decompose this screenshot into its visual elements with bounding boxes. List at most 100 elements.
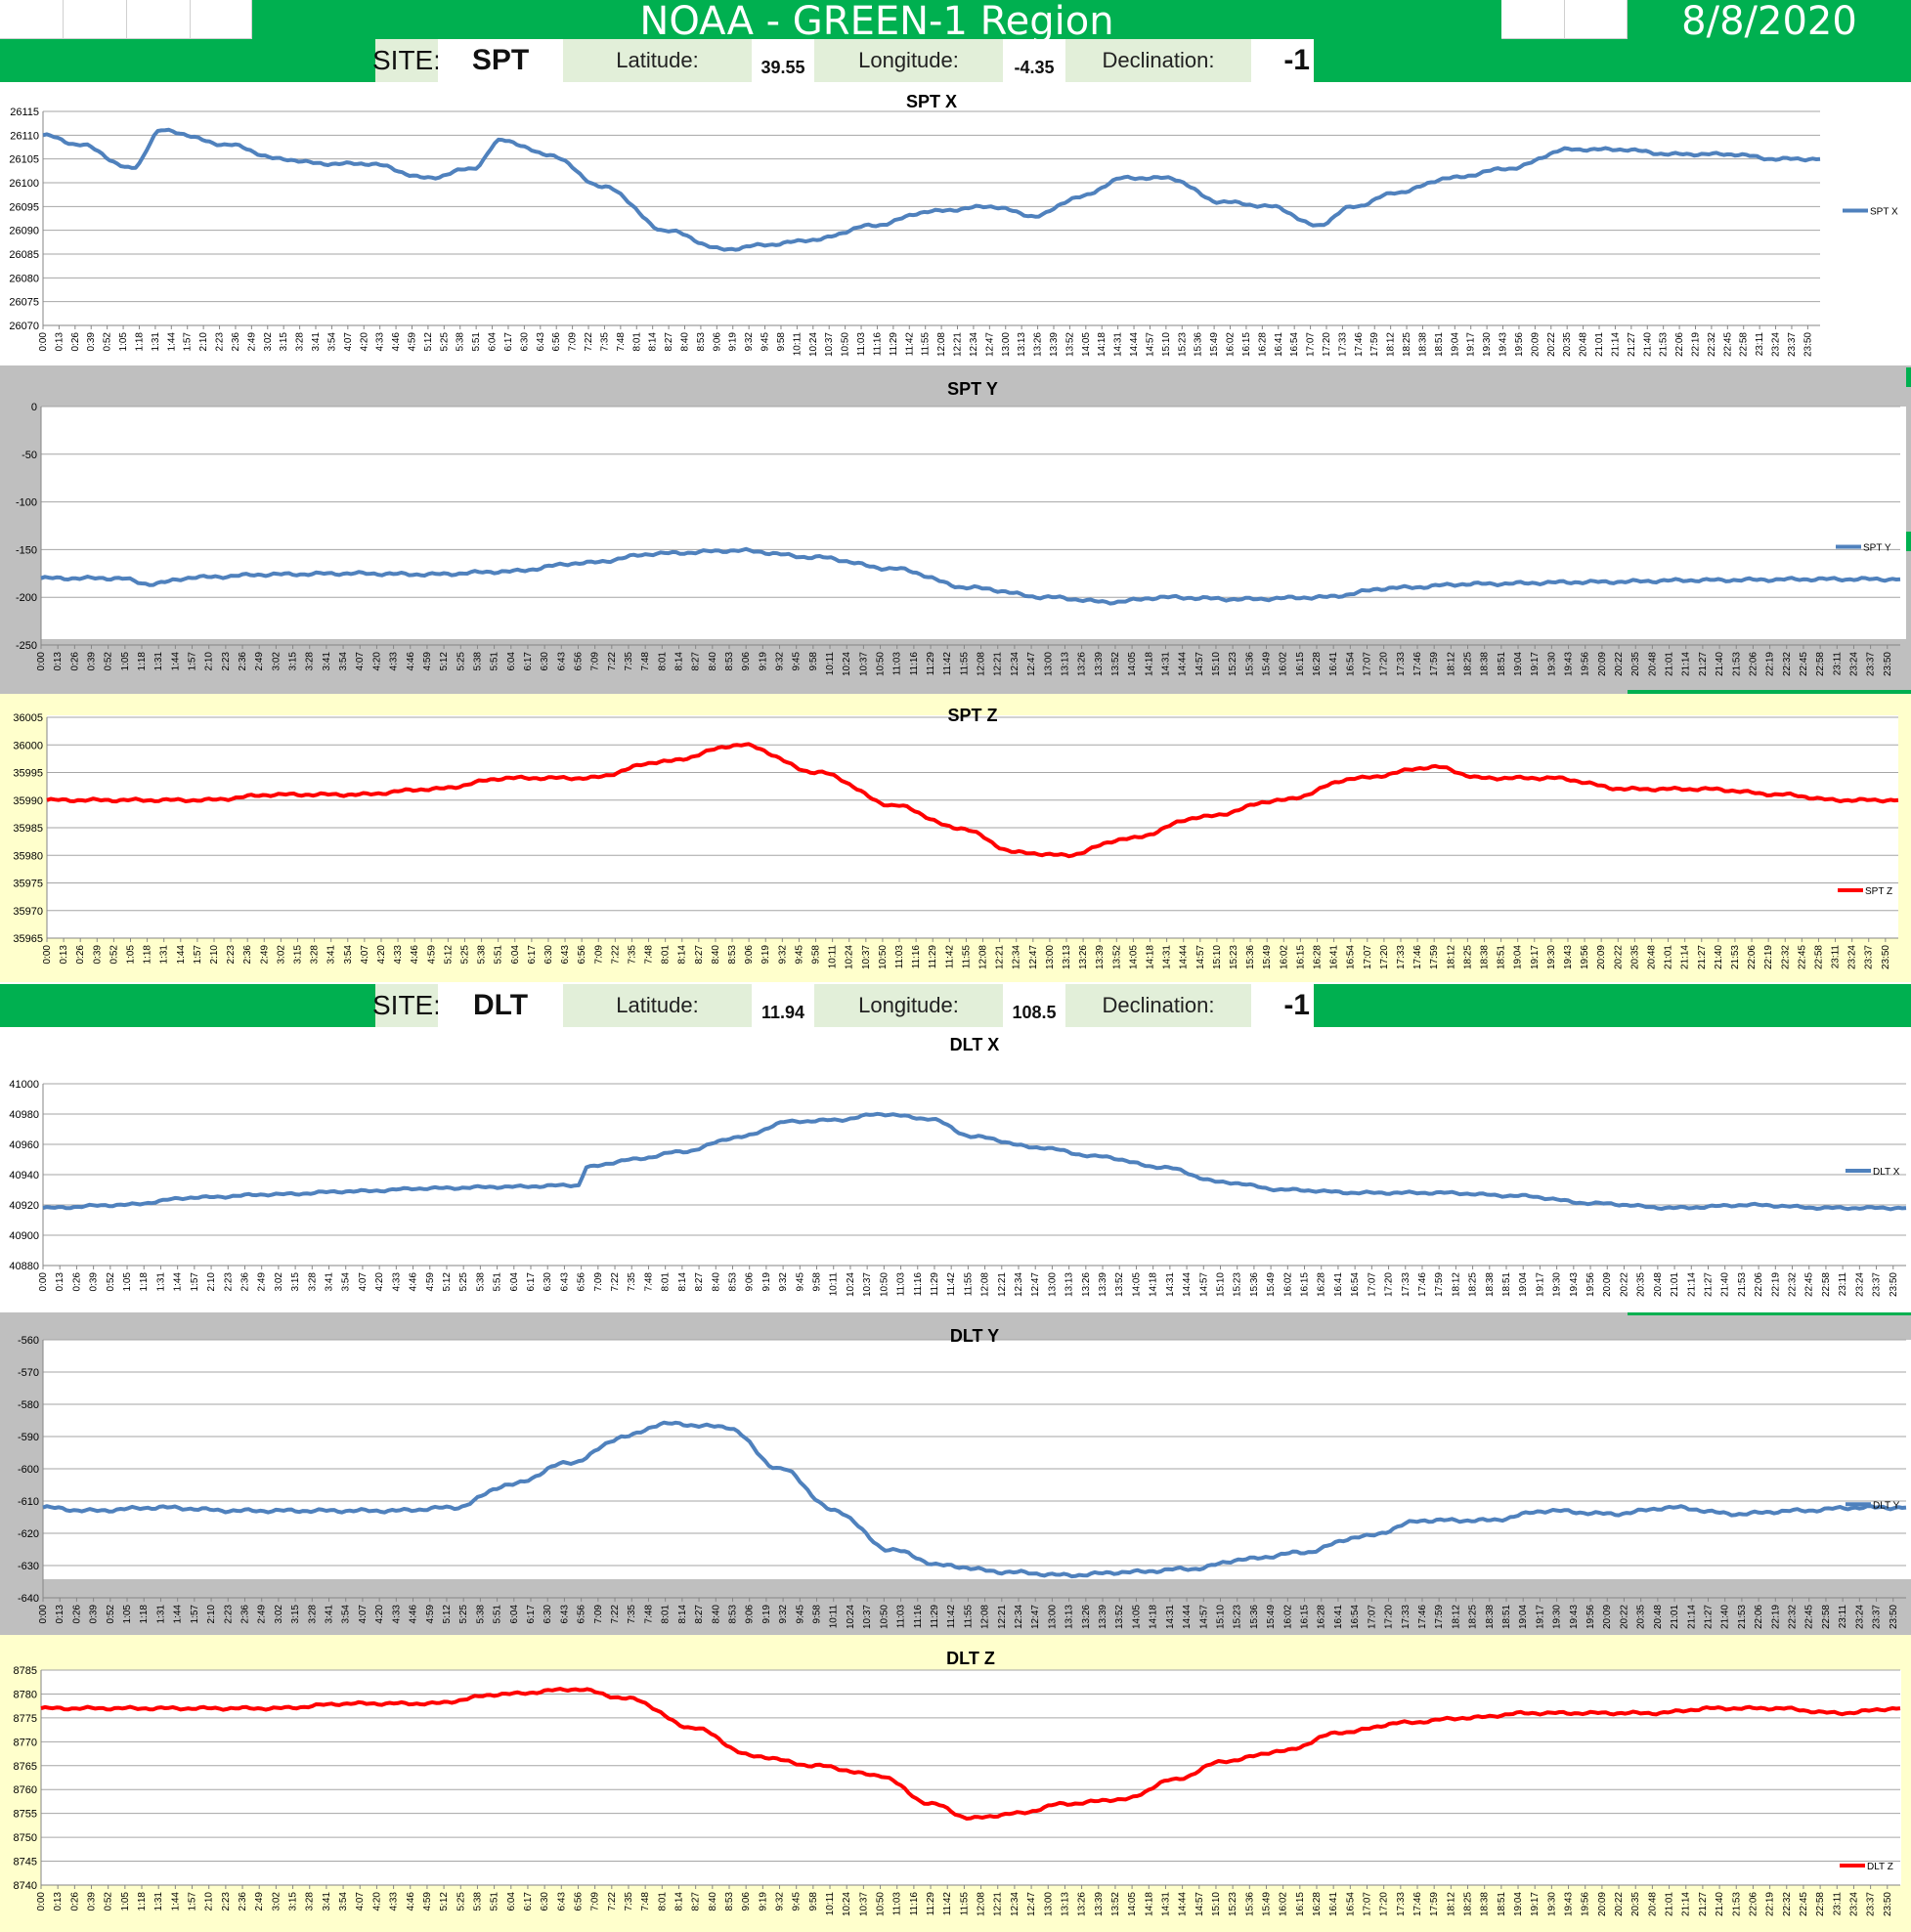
x-tick-label: 15:36 — [1194, 332, 1204, 357]
x-tick-label: 22:06 — [1747, 945, 1758, 969]
x-tick-label: 17:59 — [1429, 1892, 1440, 1916]
x-tick-label: 23:50 — [1881, 945, 1891, 969]
x-tick-label: 9:19 — [760, 945, 771, 965]
x-tick-label: 7:48 — [640, 652, 651, 671]
x-tick-label: 13:52 — [1114, 1605, 1125, 1629]
x-tick-label: 23:24 — [1771, 332, 1782, 357]
x-tick-label: 13:39 — [1095, 945, 1106, 969]
x-tick-label: 2:10 — [204, 1892, 215, 1911]
x-tick-label: 2:23 — [215, 332, 226, 352]
x-tick-label: 8:27 — [694, 1272, 705, 1292]
x-tick-label: 13:26 — [1081, 1605, 1092, 1629]
x-tick-label: 1:31 — [155, 1605, 166, 1624]
x-tick-label: 9:45 — [760, 332, 771, 352]
x-tick-label: 10:24 — [842, 1892, 852, 1916]
chart-title: SPT X — [906, 92, 957, 111]
x-tick-label: 19:30 — [1482, 332, 1493, 357]
x-tick-label: 10:50 — [879, 1605, 890, 1629]
x-tick-label: 4:46 — [406, 1892, 416, 1911]
x-tick-label: 16:28 — [1312, 945, 1323, 969]
x-tick-label: 7:22 — [610, 1605, 621, 1624]
x-tick-label: 23:37 — [1866, 652, 1877, 676]
x-tick-label: 6:56 — [577, 945, 587, 965]
x-tick-label: 17:46 — [1412, 945, 1423, 969]
x-tick-label: 3:28 — [307, 1605, 318, 1624]
x-tick-label: 9:32 — [744, 332, 755, 352]
x-tick-label: 8:01 — [657, 1892, 668, 1911]
x-tick-label: 8:27 — [664, 332, 674, 352]
y-tick-label: -610 — [18, 1496, 39, 1508]
x-tick-label: 5:38 — [456, 332, 466, 352]
x-tick-label: 21:53 — [1737, 1605, 1748, 1629]
x-tick-label: 17:46 — [1412, 652, 1423, 676]
x-tick-label: 3:02 — [271, 1892, 282, 1911]
y-tick-label: 8785 — [14, 1665, 37, 1677]
x-tick-label: 7:35 — [599, 332, 610, 352]
x-tick-label: 22:06 — [1748, 1892, 1759, 1916]
x-tick-label: 12:34 — [1014, 1605, 1024, 1629]
x-tick-label: 12:08 — [977, 1892, 987, 1916]
x-tick-label: 22:45 — [1804, 1605, 1815, 1629]
x-tick-label: 12:47 — [984, 332, 995, 357]
x-tick-label: 4:07 — [360, 945, 370, 965]
x-tick-label: 5:38 — [472, 652, 483, 671]
x-tick-label: 0:52 — [106, 1272, 116, 1292]
x-tick-label: 0:13 — [55, 1605, 65, 1624]
x-tick-label: 3:02 — [274, 1272, 284, 1292]
x-tick-label: 10:50 — [876, 1892, 887, 1916]
y-tick-label: 35980 — [13, 850, 43, 862]
x-tick-label: 12:47 — [1026, 652, 1037, 676]
x-tick-label: 16:41 — [1333, 1605, 1344, 1629]
x-tick-label: 6:04 — [488, 332, 499, 352]
x-tick-label: 17:46 — [1412, 1892, 1423, 1916]
x-tick-label: 13:39 — [1094, 652, 1105, 676]
x-tick-label: 0:26 — [71, 1272, 82, 1292]
y-tick-label: 8750 — [14, 1832, 37, 1844]
x-tick-label: 20:22 — [1619, 1272, 1629, 1297]
x-tick-label: 19:30 — [1546, 1892, 1557, 1916]
x-tick-label: 9:58 — [812, 1272, 823, 1292]
x-tick-label: 21:14 — [1610, 332, 1621, 357]
x-tick-label: 19:56 — [1581, 652, 1591, 676]
x-tick-label: 16:28 — [1317, 1605, 1327, 1629]
x-tick-label: 14:57 — [1194, 1892, 1205, 1916]
x-tick-label: 14:44 — [1178, 652, 1189, 676]
x-tick-label: 14:57 — [1198, 1605, 1209, 1629]
x-tick-label: 14:05 — [1131, 1272, 1142, 1297]
x-tick-label: 0:26 — [69, 1892, 80, 1911]
x-tick-label: 8:14 — [677, 945, 688, 965]
x-tick-label: 8:14 — [677, 1605, 688, 1624]
x-tick-label: 11:29 — [926, 1892, 936, 1916]
x-tick-label: 13:13 — [1017, 332, 1027, 357]
x-tick-label: 8:53 — [724, 652, 735, 671]
x-tick-label: 4:20 — [374, 1272, 385, 1292]
y-tick-label: 36000 — [13, 740, 43, 751]
x-tick-label: 14:05 — [1128, 945, 1139, 969]
x-tick-label: 21:40 — [1642, 332, 1653, 357]
y-tick-label: 40940 — [9, 1170, 39, 1181]
x-tick-label: 3:41 — [322, 652, 332, 671]
x-tick-label: 1:05 — [122, 1272, 133, 1292]
x-tick-label: 3:15 — [290, 1605, 301, 1624]
x-tick-label: 17:46 — [1417, 1605, 1428, 1629]
site-info-bar: SITE: SPT Latitude: 39.55 Longitude: -4.… — [0, 39, 1911, 82]
x-tick-label: 9:32 — [778, 1272, 789, 1292]
x-tick-label: 18:25 — [1462, 945, 1473, 969]
x-tick-label: 6:17 — [523, 1892, 534, 1911]
x-tick-label: 10:24 — [846, 1605, 856, 1629]
x-tick-label: 7:22 — [610, 945, 621, 965]
x-tick-label: 22:45 — [1722, 332, 1733, 357]
x-tick-label: 23:50 — [1889, 1272, 1899, 1297]
x-tick-label: 3:54 — [338, 1892, 349, 1911]
edge-marker — [1628, 1312, 1911, 1315]
x-tick-label: 14:44 — [1129, 332, 1140, 357]
x-tick-label: 2:36 — [238, 652, 248, 671]
x-tick-label: 23:11 — [1831, 945, 1842, 969]
chart-title: SPT Z — [947, 706, 997, 725]
y-tick-label: 8765 — [14, 1761, 37, 1773]
x-tick-label: 21:14 — [1680, 945, 1691, 969]
x-tick-label: 4:20 — [376, 945, 387, 965]
x-tick-label: 7:48 — [643, 1605, 654, 1624]
legend-label: DLT Z — [1867, 1862, 1893, 1872]
x-tick-label: 22:19 — [1765, 1892, 1776, 1916]
